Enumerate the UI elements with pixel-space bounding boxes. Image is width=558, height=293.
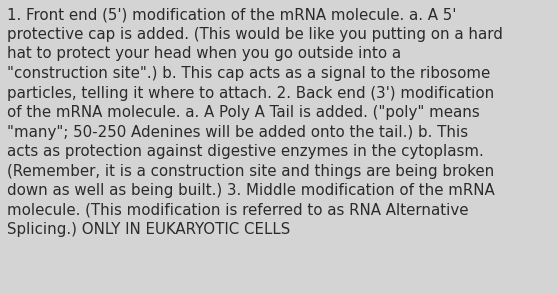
Text: 1. Front end (5') modification of the mRNA molecule. a. A 5'
protective cap is a: 1. Front end (5') modification of the mR… <box>7 7 503 238</box>
